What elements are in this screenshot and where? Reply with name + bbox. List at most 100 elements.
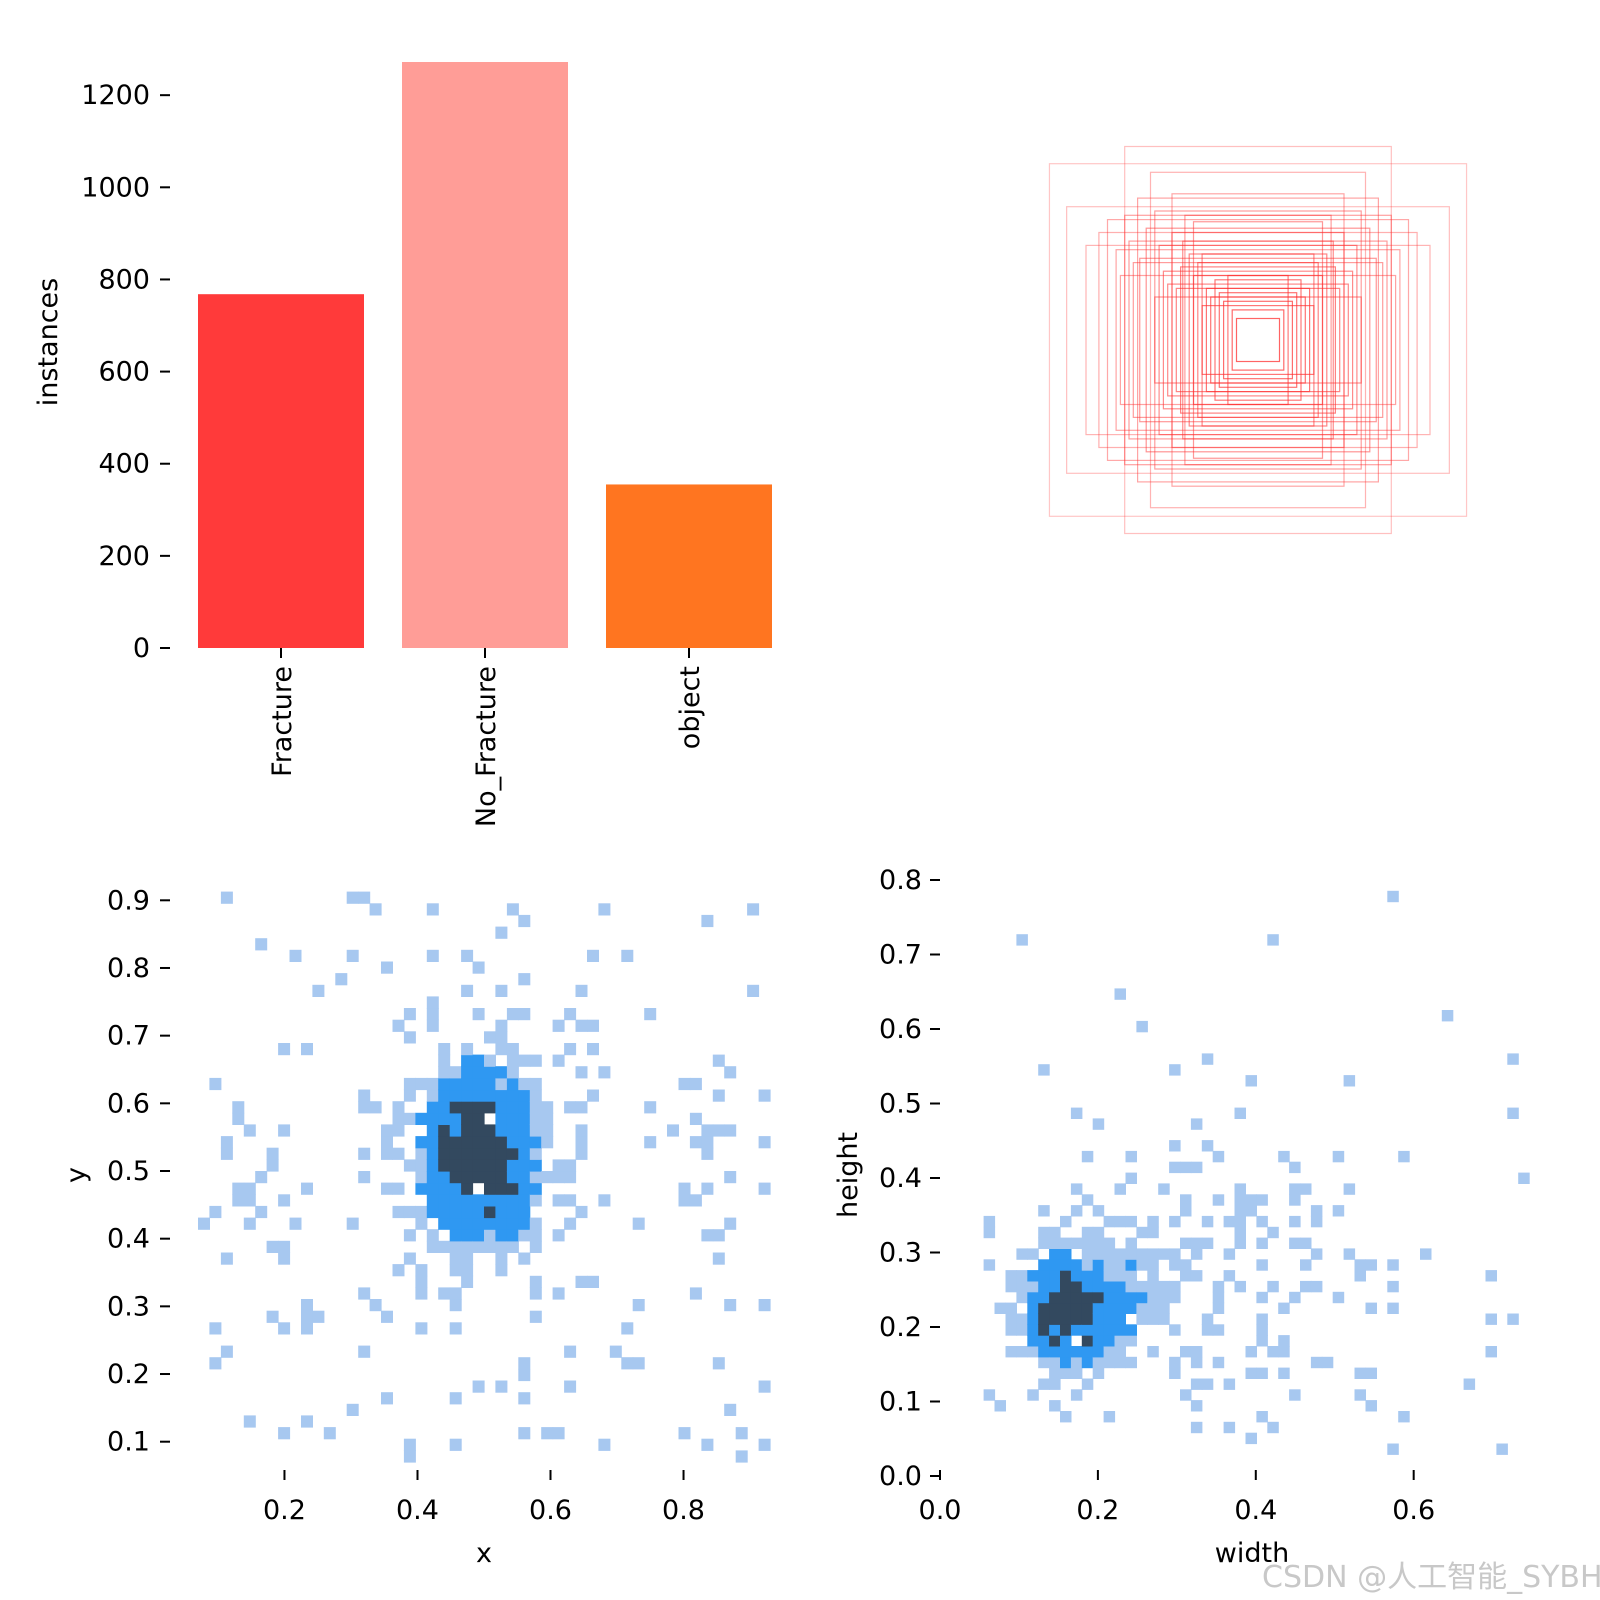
- hist-cell: [598, 1066, 611, 1079]
- bounding-box: [1124, 214, 1392, 466]
- bounding-box: [1235, 317, 1281, 363]
- hist-cell: [1070, 1346, 1083, 1358]
- bounding-box: [1201, 305, 1315, 376]
- hist-cell: [1038, 1356, 1050, 1369]
- bar-chart-y-ticks: 0 200 400 600 800 1000 1200: [81, 80, 170, 664]
- hist-cell: [1049, 1248, 1061, 1260]
- hist-cell: [301, 1310, 313, 1323]
- hist-cell: [392, 1019, 405, 1032]
- hist-cell: [1070, 1324, 1083, 1336]
- hist-cell: [1234, 1205, 1246, 1217]
- hist-cell: [426, 1171, 439, 1184]
- hist-cell: [449, 1229, 462, 1242]
- hist-cell: [518, 1252, 531, 1265]
- hist-cell: [1070, 1302, 1083, 1314]
- hist-cell: [461, 1054, 474, 1067]
- hist-cell: [415, 1159, 428, 1172]
- hist-cell: [1114, 1346, 1126, 1358]
- hist-cell: [1016, 1270, 1028, 1282]
- hist-cell: [1070, 1291, 1083, 1304]
- hist-cell: [426, 1159, 439, 1172]
- hist-cell: [689, 1287, 702, 1300]
- hist-cell: [472, 1124, 485, 1137]
- hist-cell: [415, 1287, 428, 1300]
- hist-cell: [1016, 934, 1028, 946]
- hist-cell: [1081, 1226, 1094, 1239]
- hist-cell: [1267, 1421, 1279, 1434]
- hist-cell: [1060, 1356, 1072, 1369]
- hist-cell: [392, 1112, 405, 1125]
- y-tick-label: 0.5: [879, 1089, 922, 1120]
- bounding-box: [1171, 231, 1345, 449]
- hist-cell: [1070, 1259, 1083, 1271]
- hist-cell: [621, 1357, 634, 1370]
- hist-cell: [484, 1136, 496, 1149]
- hist-cell: [1114, 988, 1126, 1000]
- bounding-box: [1231, 309, 1285, 371]
- hist-cell: [1070, 1367, 1083, 1379]
- x-tick-label: 0.0: [919, 1495, 962, 1526]
- hist-cell: [1027, 1346, 1039, 1358]
- hist-cell: [1190, 1237, 1203, 1249]
- hist-cell: [1081, 1313, 1094, 1325]
- hist-cell: [1190, 1421, 1203, 1434]
- hist-cell: [381, 1392, 393, 1405]
- hist-cell: [994, 1302, 1006, 1314]
- hist-cell: [689, 1136, 702, 1149]
- hist-cell: [506, 903, 519, 916]
- hist-cell: [243, 1217, 256, 1230]
- x-tick-label: 0.4: [396, 1495, 439, 1526]
- x-tick-label: 0.6: [1392, 1495, 1435, 1526]
- hist-cell: [1190, 1400, 1203, 1412]
- hist-cell: [1147, 1215, 1159, 1228]
- hist-cell: [1343, 1075, 1356, 1087]
- hist-cell: [724, 1403, 737, 1416]
- hist-cell: [438, 1066, 451, 1079]
- hist-cell: [724, 1217, 737, 1230]
- x-tick-label: object: [675, 666, 706, 749]
- hist-cell: [1256, 1259, 1268, 1271]
- hist-cell: [461, 1136, 474, 1149]
- hist-cell: [1212, 1324, 1225, 1336]
- hist-cell: [712, 1229, 725, 1242]
- hist-cell: [220, 1147, 233, 1160]
- hist-cell: [1310, 1248, 1323, 1260]
- hist-cell: [1103, 1411, 1116, 1423]
- hist-cell: [381, 1310, 393, 1323]
- hist-cell: [983, 1259, 996, 1271]
- hist-cell: [518, 1427, 531, 1440]
- hist-cell: [461, 1217, 474, 1230]
- hist-cell: [484, 1229, 496, 1242]
- hist-cell: [506, 1043, 519, 1056]
- hist-cell: [438, 1089, 451, 1102]
- hist-cell: [1147, 1280, 1159, 1293]
- hist-cell: [472, 1136, 485, 1149]
- hist-cell: [575, 1066, 588, 1079]
- hist-cell: [1081, 1194, 1094, 1206]
- hist-cell: [1321, 1356, 1334, 1369]
- hist-cell: [461, 1240, 474, 1253]
- y-tick-label: 800: [98, 264, 150, 295]
- hist-cell: [209, 1322, 222, 1335]
- hist-cell: [1038, 1302, 1050, 1314]
- hist-cell: [1103, 1215, 1116, 1228]
- hist-cell: [758, 1438, 771, 1451]
- bounding-box: [1106, 219, 1410, 462]
- hist-cell: [1507, 1107, 1519, 1119]
- hist-cell: [1212, 1291, 1225, 1304]
- hist-cell: [506, 1171, 519, 1184]
- hist-cell: [449, 1322, 462, 1335]
- hist-cell: [278, 1124, 291, 1137]
- hist-cell: [701, 1147, 714, 1160]
- hist-cell: [1092, 1205, 1105, 1217]
- x-tick-label: 0.8: [662, 1495, 705, 1526]
- hist-cell: [1038, 1346, 1050, 1358]
- hist-cell: [495, 1264, 508, 1277]
- hist-cell: [1201, 1313, 1214, 1325]
- hist-cell: [461, 1194, 474, 1207]
- hist-cell: [255, 938, 268, 951]
- hist-cell: [461, 1077, 474, 1091]
- hist-cell: [1234, 1194, 1246, 1206]
- hist-cell: [712, 1252, 725, 1265]
- hist-cell: [541, 1124, 554, 1137]
